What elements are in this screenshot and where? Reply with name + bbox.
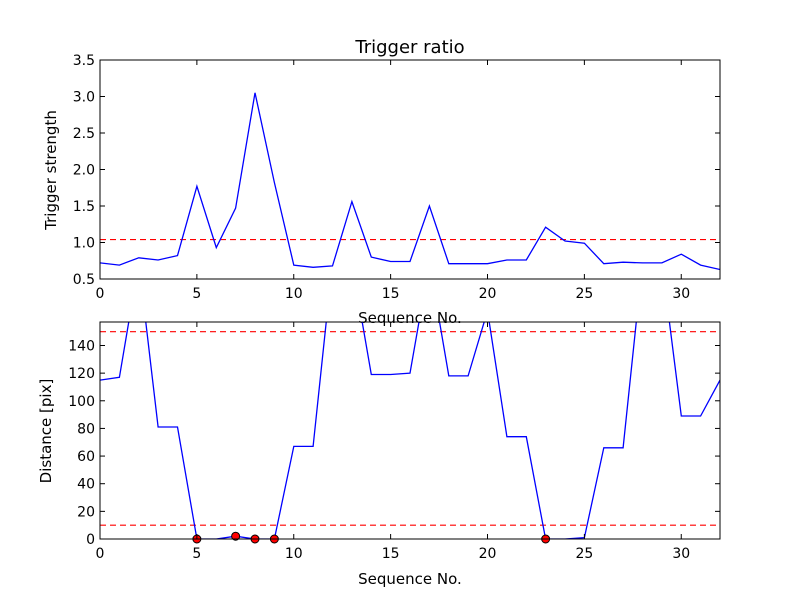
series-line	[100, 92, 720, 271]
x-tick-label: 25	[575, 546, 593, 562]
y-tick-label: 40	[77, 477, 95, 493]
data-point-marker	[231, 531, 241, 541]
y-tick-label: 1.5	[73, 199, 95, 215]
y-tick-label: 120	[68, 366, 95, 382]
x-tick-label: 20	[479, 546, 497, 562]
y-tick-label: 2.0	[73, 163, 95, 179]
axes-frame	[99, 321, 721, 540]
y-axis-label: Distance [pix]	[37, 379, 55, 484]
x-tick-label: 10	[285, 286, 303, 302]
x-tick-label: 15	[382, 286, 400, 302]
x-tick-label: 0	[96, 286, 105, 302]
y-axis-label: Trigger strength	[42, 110, 60, 231]
y-tick-label: 20	[77, 504, 95, 520]
x-tick-label: 0	[96, 546, 105, 562]
y-tick-label: 3.5	[73, 53, 95, 69]
chart-title: Trigger ratio	[354, 37, 464, 58]
x-axis-label: Sequence No.	[358, 570, 462, 588]
y-tick-label: 60	[77, 449, 95, 465]
y-tick-label: 0.5	[73, 272, 95, 288]
y-tick-label: 80	[77, 421, 95, 437]
series-line	[100, 322, 720, 539]
plot-area: 0 5 10 15 20 25 30 0.5 1.0 1.5 2.0 2.5 3.0 3.5	[73, 53, 721, 302]
y-tick-label: 100	[68, 394, 95, 410]
trigger-ratio-panel: Trigger ratio Sequence No. Trigger stren…	[42, 37, 721, 327]
x-axis-label: Sequence No.	[358, 309, 462, 327]
y-tick-label: 3.0	[73, 90, 95, 106]
x-tick-label: 20	[479, 286, 497, 302]
y-tick-label: 2.5	[73, 126, 95, 142]
plot-area: 0 5 10 15 20 25 30 0 20 40 60 80 100 120 140	[68, 321, 721, 562]
x-tick-label: 5	[192, 546, 201, 562]
y-tick-label: 140	[68, 338, 95, 354]
y-tick-label: 1.0	[73, 236, 95, 252]
x-tick-label: 25	[575, 286, 593, 302]
x-tick-label: 15	[382, 546, 400, 562]
distance-panel: Sequence No. Distance [pix] 0 5 10 15 20 25 30…	[37, 321, 721, 588]
x-tick-label: 10	[285, 546, 303, 562]
x-tick-label: 5	[192, 286, 201, 302]
x-tick-label: 30	[672, 286, 690, 302]
y-tick-label: 0	[86, 532, 95, 548]
x-tick-label: 30	[672, 546, 690, 562]
